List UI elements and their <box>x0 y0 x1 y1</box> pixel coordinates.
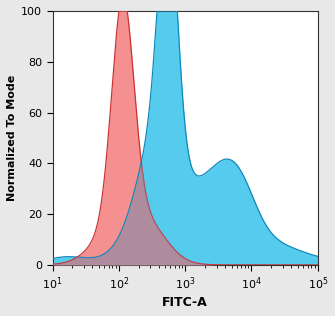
Y-axis label: Normalized To Mode: Normalized To Mode <box>7 75 17 201</box>
X-axis label: FITC-A: FITC-A <box>162 296 208 309</box>
